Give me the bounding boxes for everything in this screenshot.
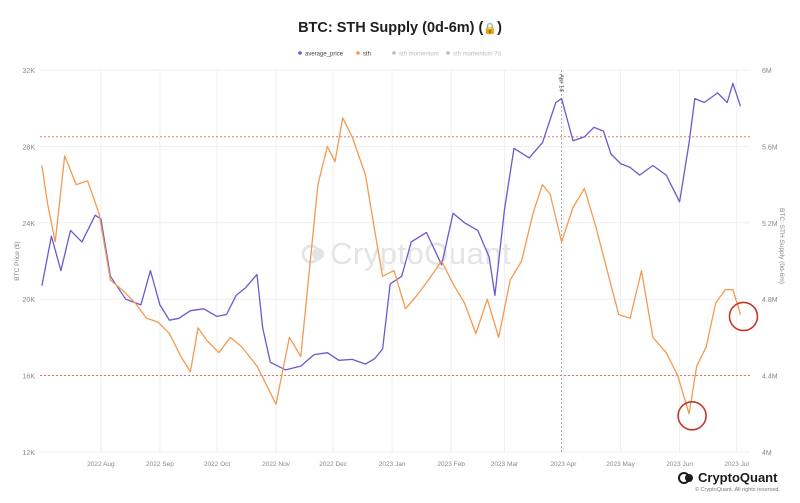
y-left-tick-label: 32K: [23, 68, 36, 75]
legend-marker: [298, 51, 302, 55]
y-left-tick-label: 24K: [23, 221, 36, 228]
x-tick-label: 2022 Dec: [319, 461, 348, 468]
logo-text: CryptoQuant: [698, 470, 778, 485]
legend-label: sth momentum 7d: [453, 52, 501, 58]
y-left-tick-label: 20K: [23, 297, 36, 304]
x-tick-label: 2022 Aug: [87, 461, 115, 468]
chart-title: BTC: STH Supply (0d-6m) (🔒): [298, 20, 502, 36]
x-tick-label: 2023 Jan: [379, 461, 406, 468]
series-line-sth: [41, 117, 742, 415]
y-right-tick-label: 4M: [762, 450, 772, 457]
highlight-circle: [728, 301, 759, 332]
y-left-tick-label: 28K: [23, 144, 36, 151]
y-left-tick-label: 12K: [23, 450, 36, 457]
copyright-text: © CryptoQuant. All rights reserved.: [694, 487, 780, 493]
y-right-axis-label: BTC: STH Supply (0d-6m): [778, 208, 785, 284]
cryptoquant-watermark-icon: [302, 244, 324, 264]
event-line-label: Apr 14: [558, 74, 564, 92]
x-tick-label: 2023 Feb: [437, 461, 465, 468]
legend-label: average_price: [305, 52, 344, 58]
lock-icon: 🔒: [483, 23, 498, 35]
chart-title-text: BTC: STH Supply (0d-6m): [298, 20, 475, 36]
y-right-tick-label: 6M: [762, 68, 772, 75]
y-right-tick-label: 4.8M: [762, 297, 778, 304]
y-right-tick-label: 4.4M: [762, 374, 778, 381]
cryptoquant-logo-icon: [678, 471, 693, 484]
y-right-tick-label: 5.6M: [762, 144, 778, 151]
x-tick-label: 2023 Apr: [550, 461, 577, 468]
x-tick-label: 2022 Sep: [146, 461, 174, 468]
y-left-axis-label: BTC Price ($): [14, 241, 21, 280]
x-tick-label: 2023 May: [606, 461, 635, 468]
legend-marker: [356, 51, 360, 55]
x-tick-label: 2022 Oct: [204, 461, 231, 468]
x-tick-label: 2023 Jul: [724, 461, 749, 468]
series-line-average-price: [41, 82, 742, 371]
highlight-circle: [677, 400, 707, 431]
y-right-tick-label: 5.2M: [762, 221, 778, 228]
x-tick-label: 2023 Mar: [491, 461, 519, 468]
y-left-tick-label: 16K: [23, 374, 36, 381]
legend-marker: [392, 51, 396, 55]
x-tick-label: 2022 Nov: [262, 461, 291, 468]
legend-label: sth: [363, 52, 371, 58]
watermark: CryptoQuant: [302, 236, 511, 272]
watermark-text: CryptoQuant: [330, 236, 512, 271]
legend-marker: [446, 51, 450, 55]
legend-label: sth momentum: [399, 52, 439, 58]
x-tick-label: 2023 Jun: [666, 461, 693, 468]
brand-logo: CryptoQuant: [678, 470, 777, 485]
